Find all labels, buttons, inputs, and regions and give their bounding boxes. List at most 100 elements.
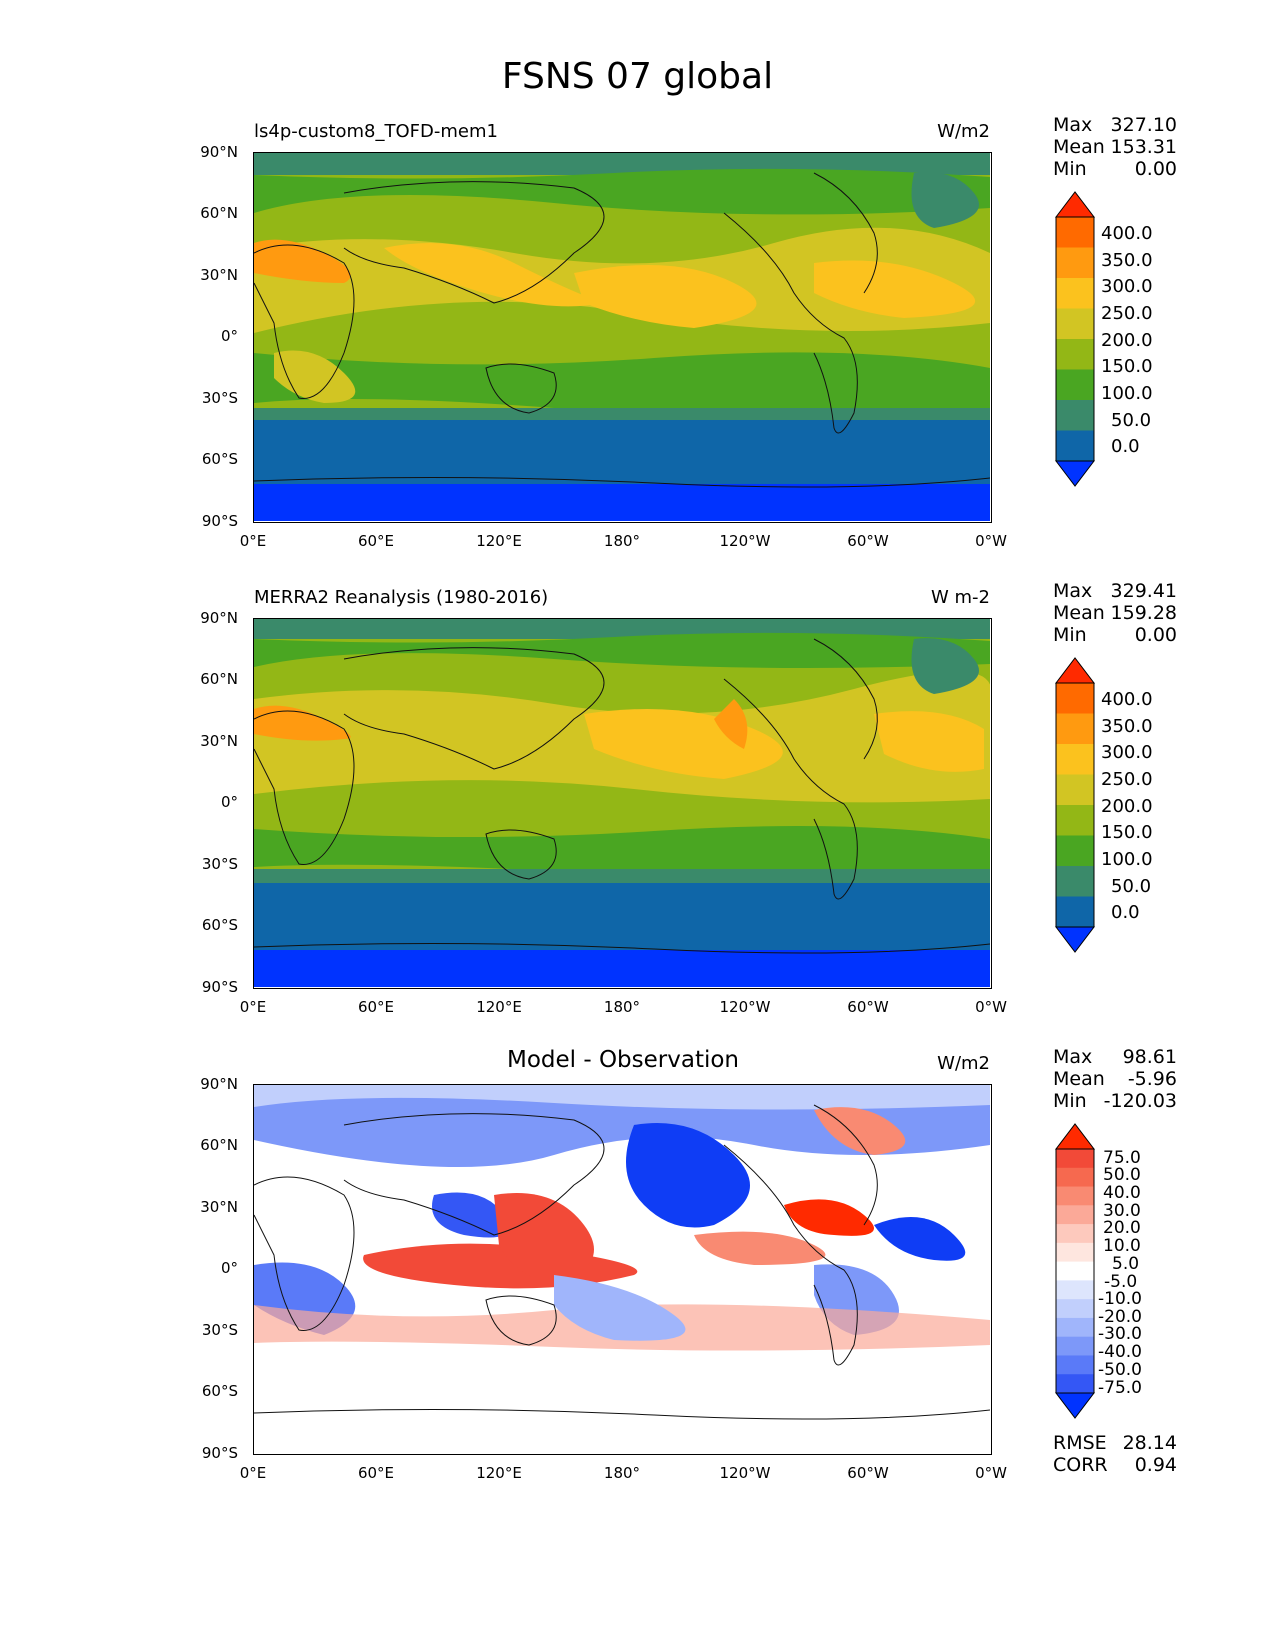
panel-3-cb-label-10: 10.0: [1103, 1236, 1141, 1256]
panel-2-title: MERRA2 Reanalysis (1980-2016): [254, 587, 549, 608]
panel-2-ytick-0: 0°: [220, 793, 238, 811]
panel-3-min-value: -120.03: [1103, 1090, 1177, 1112]
panel-1-cb-label-250: 250.0: [1101, 303, 1153, 324]
panel-1-cb-label-350: 350.0: [1101, 250, 1153, 271]
colorbar-main-2-segment-1: [1056, 683, 1094, 714]
panel-2-cb-label-300: 300.0: [1101, 742, 1153, 763]
colorbar-main-1-outline: [1055, 216, 1095, 462]
panel-1-ytick-90n: 90°N: [200, 143, 238, 161]
colorbar-main-2-segment-2: [1056, 713, 1094, 745]
panel-1-cb-label-400: 400.0: [1101, 223, 1153, 244]
panel-3-xtick-60e: 60°E: [357, 1464, 395, 1482]
panel-1-units: W/m2: [937, 121, 990, 142]
panel-1-cb-label-0: 0.0: [1111, 436, 1140, 457]
panel-1-map: [253, 152, 992, 523]
colorbar-diff-segment-top-extend: [1054, 1123, 1096, 1150]
colorbar-diff-outline: [1055, 1148, 1095, 1394]
panel-3-cb-label-neg20: -20.0: [1098, 1307, 1142, 1327]
panel-3-cb-label-5: 5.0: [1112, 1254, 1140, 1274]
panel-3-cb-label-neg40: -40.0: [1098, 1342, 1142, 1362]
panel-1-xtick-0e: 0°E: [239, 532, 267, 550]
panel-3-ytick-60s: 60°S: [201, 1382, 238, 1400]
colorbar-diff-segment-2: [1056, 1167, 1094, 1188]
panel-1-min-value: 0.00: [1134, 158, 1177, 180]
panel-1-ytick-0: 0°: [220, 327, 238, 345]
panel-1-xtick-120e: 120°E: [476, 532, 522, 550]
panel-2-mean-label: Mean: [1053, 602, 1105, 624]
colorbar-diff-segment-9: [1056, 1299, 1094, 1319]
colorbar-main-1-segment-8: [1056, 430, 1094, 462]
figure-title: FSNS 07 global: [501, 56, 774, 97]
panel-2-cb-label-200: 200.0: [1101, 796, 1153, 817]
panel-2-xtick-60e: 60°E: [357, 998, 395, 1016]
panel-1-ytick-30s: 30°S: [201, 389, 238, 407]
panel-3-cb-label-neg5: -5.0: [1104, 1272, 1138, 1292]
panel-1-min-label: Min: [1053, 158, 1087, 180]
colorbar-main-2-segment-8: [1056, 896, 1094, 928]
panel-2-xtick-0w: 0°W: [975, 998, 1007, 1016]
panel-3-colorbar: [1052, 1123, 1098, 1423]
panel-2-min-value: 0.00: [1134, 624, 1177, 646]
panel-3-cb-label-30: 30.0: [1103, 1201, 1141, 1221]
panel-3-rmse-value: 28.14: [1122, 1432, 1177, 1454]
panel-1-max-value: 327.10: [1110, 114, 1177, 136]
panel-2-cb-label-100: 100.0: [1101, 849, 1153, 870]
panel-1-ytick-30n: 30°N: [200, 266, 238, 284]
colorbar-diff-segment-13: [1056, 1374, 1094, 1394]
panel-3-ytick-30s: 30°S: [201, 1321, 238, 1339]
colorbar-main-1-segment-2: [1056, 247, 1094, 279]
panel-3-xtick-180: 180°: [603, 1464, 641, 1482]
panel-3-xtick-120e: 120°E: [476, 1464, 522, 1482]
colorbar-diff-segment-6: [1056, 1242, 1094, 1263]
panel-1-xtick-180: 180°: [603, 532, 641, 550]
panel-2-map: [253, 618, 992, 989]
panel-3-ytick-0: 0°: [220, 1259, 238, 1277]
colorbar-main-2-segment-3: [1056, 744, 1094, 775]
panel-1-mean-value: 153.31: [1110, 136, 1177, 158]
panel-3-units: W/m2: [937, 1053, 990, 1074]
colorbar-main-1-segment-6: [1056, 369, 1094, 401]
panel-2-xtick-60w: 60°W: [847, 998, 889, 1016]
colorbar-main-1-segment-4: [1056, 308, 1094, 340]
colorbar-diff-segment-bottom-extend: [1054, 1392, 1096, 1419]
colorbar-main-2-segment-bottom-extend: [1054, 926, 1096, 953]
colorbar-diff-segment-5: [1056, 1224, 1094, 1244]
panel-3-mean-value: -5.96: [1127, 1068, 1177, 1090]
panel-2-cb-label-250: 250.0: [1101, 769, 1153, 790]
colorbar-main-1-segment-top-extend: [1054, 191, 1096, 218]
colorbar-main-1-segment-1: [1056, 217, 1094, 248]
colorbar-main-2-segment-5: [1056, 805, 1094, 836]
colorbar-diff-segment-11: [1056, 1336, 1094, 1356]
panel-1-cb-label-50: 50.0: [1111, 410, 1152, 431]
panel-3-cb-label-40: 40.0: [1103, 1183, 1141, 1203]
panel-3-cb-label-50: 50.0: [1103, 1165, 1141, 1185]
colorbar-main-2-outline: [1055, 682, 1095, 928]
panel-2-cb-label-0: 0.0: [1111, 902, 1140, 923]
panel-1-ytick-60s: 60°S: [201, 450, 238, 468]
colorbar-main-2-segment-top-extend: [1054, 657, 1096, 684]
panel-1-title: ls4p-custom8_TOFD-mem1: [254, 121, 498, 142]
panel-2-xtick-120e: 120°E: [476, 998, 522, 1016]
panel-3-ytick-30n: 30°N: [200, 1198, 238, 1216]
colorbar-main-1-segment-3: [1056, 278, 1094, 309]
panel-2-min-label: Min: [1053, 624, 1087, 646]
panel-1-xtick-0w: 0°W: [975, 532, 1007, 550]
panel-3-corr-value: 0.94: [1134, 1454, 1177, 1476]
panel-2-max-value: 329.41: [1110, 580, 1177, 602]
panel-3-max-label: Max: [1053, 1046, 1093, 1068]
panel-2-cb-label-150: 150.0: [1101, 822, 1153, 843]
panel-1-cb-label-300: 300.0: [1101, 276, 1153, 297]
panel-1-xtick-60e: 60°E: [357, 532, 395, 550]
panel-3-cb-label-75: 75.0: [1103, 1148, 1141, 1168]
panel-1-xtick-60w: 60°W: [847, 532, 889, 550]
panel-3-cb-label-neg75: -75.0: [1098, 1378, 1142, 1398]
panel-2-mean-value: 159.28: [1110, 602, 1177, 624]
panel-2-xtick-120w: 120°W: [719, 998, 771, 1016]
colorbar-main-2-segment-7: [1056, 866, 1094, 897]
panel-1-ytick-90s: 90°S: [201, 512, 238, 530]
panel-2-cb-label-350: 350.0: [1101, 716, 1153, 737]
panel-3-ytick-60n: 60°N: [200, 1136, 238, 1154]
panel-3-cb-label-neg10: -10.0: [1098, 1289, 1142, 1309]
panel-3-corr-label: CORR: [1053, 1454, 1108, 1476]
panel-2-ytick-30n: 30°N: [200, 732, 238, 750]
